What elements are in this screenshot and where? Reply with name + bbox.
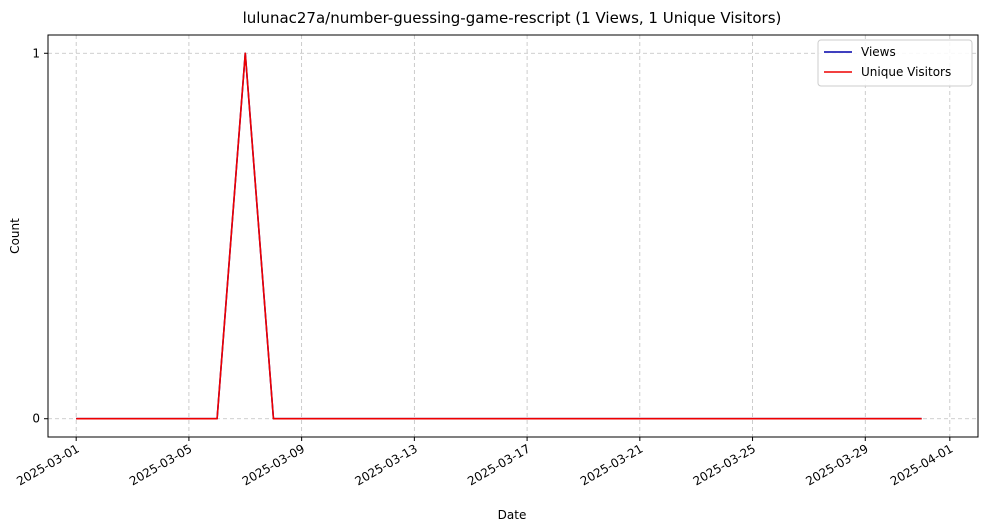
x-tick-label: 2025-03-25 [691,441,758,488]
x-tick-label: 2025-03-05 [127,441,194,488]
grid [48,35,978,437]
x-tick-label: 2025-03-17 [465,441,532,488]
y-axis-ticks: 01 [32,46,48,426]
legend-entry-label: Unique Visitors [861,65,951,79]
y-tick-label: 0 [32,412,40,426]
x-axis-ticks: 2025-03-01 2025-03-05 2025-03-09 2025-03-13… [14,437,955,488]
x-tick-label: 2025-03-09 [240,441,307,488]
x-tick-label: 2025-03-01 [14,441,81,488]
y-axis-label: Count [8,218,22,254]
series-layer [76,52,922,420]
x-tick-label: 2025-04-01 [888,441,955,488]
x-tick-label: 2025-03-13 [352,441,419,488]
plot-frame [47,34,979,438]
legend-box [817,39,973,87]
series-line-unique-visitors [76,52,922,420]
y-tick-label: 1 [32,46,40,60]
legend: Views Unique Visitors [817,39,973,87]
chart-title: lulunac27a/number-guessing-game-rescript… [243,9,782,27]
x-tick-label: 2025-03-21 [578,441,645,488]
x-axis-label: Date [498,508,527,522]
series-line-views [76,52,922,420]
legend-entry-label: Views [861,45,896,59]
x-tick-label: 2025-03-29 [803,441,870,488]
